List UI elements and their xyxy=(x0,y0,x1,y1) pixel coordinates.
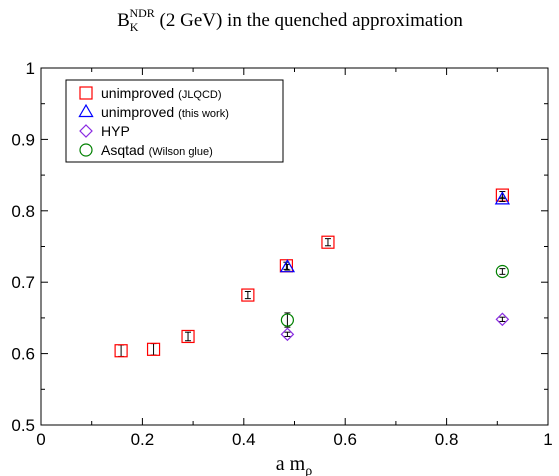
legend-label-note: (this work) xyxy=(178,108,229,120)
x-tick-label: 0 xyxy=(36,430,45,449)
legend-marker-circle xyxy=(79,143,93,157)
data-point-circle xyxy=(495,264,509,279)
data-points xyxy=(114,188,511,358)
y-tick-label: 0.9 xyxy=(11,130,35,149)
data-point-square xyxy=(241,288,255,302)
x-tick-label: 1 xyxy=(543,430,552,449)
chart-title: BKNDR (2 GeV) in the quenched approximat… xyxy=(117,6,463,34)
data-point-square xyxy=(181,329,195,344)
x-axis-label-sub: ρ xyxy=(305,464,312,476)
series-diamond xyxy=(280,312,510,342)
legend-label: unimproved (this work) xyxy=(101,104,229,120)
legend-marker-triangle xyxy=(78,103,94,118)
series-triangle xyxy=(279,191,511,273)
data-point-triangle xyxy=(494,191,511,205)
data-point-diamond xyxy=(280,327,295,342)
title-rest: (2 GeV) in the quenched approximation xyxy=(155,10,464,31)
legend-label-note: (Wilson glue) xyxy=(149,146,213,158)
data-point-circle xyxy=(280,313,295,327)
legend-marker-square xyxy=(79,86,93,100)
title-main: B xyxy=(117,10,130,31)
legend-label-name: unimproved xyxy=(101,85,174,101)
x-axis-label: a mρ xyxy=(276,453,312,476)
y-tick-label: 1 xyxy=(26,59,35,78)
legend-marker-diamond xyxy=(79,124,93,138)
series-circle xyxy=(280,264,509,328)
data-point-square xyxy=(146,342,161,356)
legend-label-name: Asqtad xyxy=(101,142,145,158)
y-tick-label: 0.6 xyxy=(11,345,35,364)
legend-box xyxy=(65,79,284,163)
x-tick-label: 0.4 xyxy=(232,430,256,449)
y-tick-label: 0.7 xyxy=(11,273,35,292)
legend-label-name: unimproved xyxy=(101,104,174,120)
y-tick-label: 0.5 xyxy=(11,416,35,435)
axis-ticks: 0 0.2 0.4 0.6 0.8 1 0.5 0.6 0.7 0.8 0.9 1 xyxy=(11,59,552,449)
x-axis-label-main: a m xyxy=(276,453,306,475)
legend-label-note: (JLQCD) xyxy=(178,89,221,101)
data-point-square xyxy=(114,344,128,358)
title-sub: K xyxy=(130,20,139,34)
x-tick-label: 0.8 xyxy=(435,430,459,449)
data-point-triangle xyxy=(279,259,296,273)
y-tick-label: 0.8 xyxy=(11,202,35,221)
legend-label: HYP xyxy=(101,123,130,139)
series-square xyxy=(114,188,509,358)
data-point-diamond xyxy=(495,312,510,327)
data-point-square xyxy=(321,235,335,249)
legend-label-name: HYP xyxy=(101,123,130,139)
x-tick-label: 0.6 xyxy=(333,430,357,449)
title-sup: NDR xyxy=(129,6,154,20)
legend: unimproved (JLQCD) unimproved (this work) HY… xyxy=(65,79,284,163)
x-tick-label: 0.2 xyxy=(131,430,155,449)
legend-label: unimproved (JLQCD) xyxy=(101,85,222,101)
legend-label: Asqtad (Wilson glue) xyxy=(101,142,213,158)
